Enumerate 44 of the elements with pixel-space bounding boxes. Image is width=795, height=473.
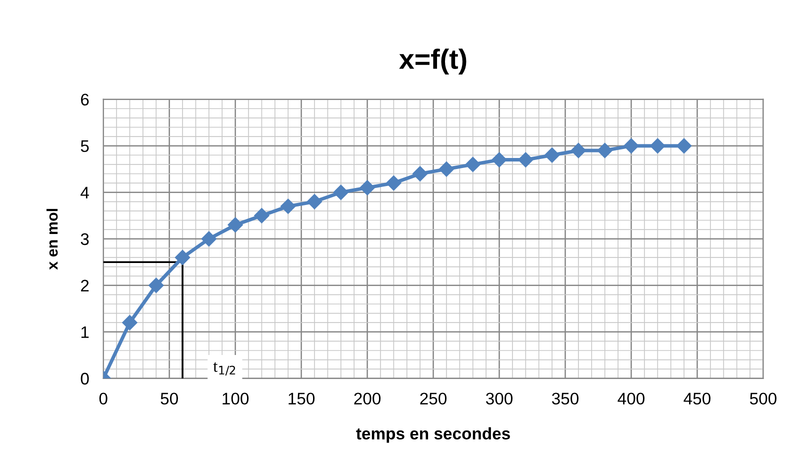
point	[333, 184, 348, 200]
x-tick-label: 50	[160, 392, 178, 405]
chart-title: x=f(t)	[399, 48, 466, 75]
point	[360, 180, 375, 196]
y-axis-title: x en mol	[46, 208, 58, 270]
y-tick-label: 2	[81, 280, 89, 292]
point	[412, 166, 428, 182]
x-tick-label: 150	[288, 392, 315, 405]
x-tick-label: 450	[684, 392, 710, 405]
point	[624, 138, 639, 154]
annotation: t$_{1/2}$	[213, 362, 236, 376]
point	[492, 152, 507, 168]
point	[570, 142, 586, 158]
x-tick-label: 300	[486, 392, 513, 405]
y-tick-label: 1	[81, 326, 89, 338]
point	[650, 138, 666, 154]
x-tick-label: 500	[750, 392, 776, 405]
point	[148, 278, 164, 293]
y-tick-label: 5	[80, 140, 89, 152]
point	[518, 152, 534, 168]
point	[228, 217, 243, 232]
point	[201, 231, 216, 246]
x-tick-label: 0	[99, 392, 108, 405]
point	[254, 208, 270, 224]
point	[306, 194, 322, 210]
point	[280, 198, 296, 214]
x-tick-label: 350	[552, 392, 578, 405]
y-tick-label: 6	[81, 94, 89, 106]
y-tick-label: 0	[80, 372, 89, 385]
x-axis-title: temps en secondes	[356, 427, 510, 443]
point	[465, 156, 480, 172]
point	[676, 138, 692, 154]
point	[122, 315, 138, 330]
point	[438, 162, 454, 177]
point	[597, 142, 612, 158]
y-tick-label: 3	[80, 233, 89, 246]
y-tick-label: 4	[80, 186, 89, 198]
x-tick-label: 100	[222, 392, 249, 405]
x-tick-label: 200	[354, 392, 381, 405]
point	[174, 250, 190, 266]
point	[386, 175, 402, 191]
x-tick-label: 250	[420, 392, 447, 405]
x-tick-label: 400	[618, 392, 644, 405]
point	[544, 148, 560, 163]
